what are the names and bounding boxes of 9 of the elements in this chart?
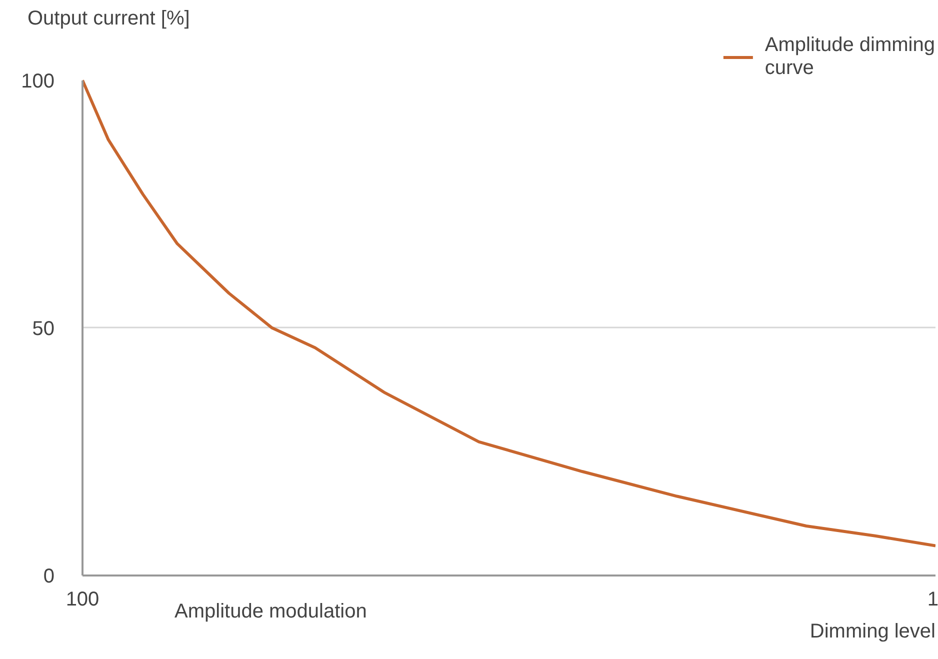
legend-label: Amplitude dimming curve bbox=[764, 34, 935, 80]
line-series bbox=[82, 78, 936, 548]
text: Amplitude modulation bbox=[174, 600, 367, 622]
y-axis-title: Output current [%] bbox=[28, 8, 190, 30]
y-tick-label: 0 bbox=[43, 566, 54, 588]
x-axis-title: Dimming level bbox=[810, 620, 936, 642]
y-tick-label: 100 bbox=[21, 70, 55, 92]
y-tick-label: 50 bbox=[32, 318, 55, 340]
x-tick-label: 1 bbox=[927, 588, 938, 610]
